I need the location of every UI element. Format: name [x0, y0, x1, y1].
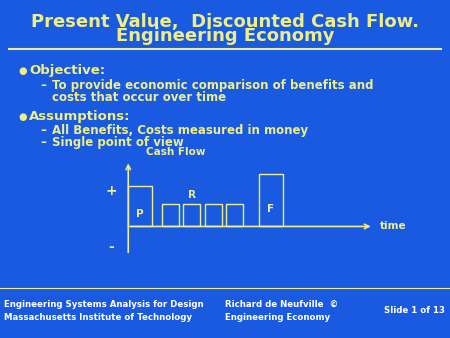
Bar: [128, 186, 152, 226]
Text: Engineering Economy: Engineering Economy: [225, 313, 330, 321]
Text: +: +: [105, 184, 117, 198]
Text: Slide 1 of 13: Slide 1 of 13: [384, 306, 446, 315]
Text: R: R: [188, 190, 196, 200]
Bar: [226, 204, 243, 226]
Text: Engineering Systems Analysis for Design: Engineering Systems Analysis for Design: [4, 300, 204, 309]
Bar: [162, 204, 179, 226]
Text: P: P: [136, 209, 144, 219]
Text: Richard de Neufville  ©: Richard de Neufville ©: [225, 300, 338, 309]
Text: costs that occur over time: costs that occur over time: [52, 91, 226, 104]
Text: time: time: [380, 221, 407, 232]
Text: To provide economic comparison of benefits and: To provide economic comparison of benefi…: [52, 79, 373, 92]
Text: Engineering Economy: Engineering Economy: [116, 27, 334, 45]
Bar: [183, 204, 200, 226]
Text: –: –: [40, 137, 46, 149]
Text: Objective:: Objective:: [29, 65, 105, 77]
Text: Assumptions:: Assumptions:: [29, 110, 131, 123]
Text: F: F: [267, 203, 274, 214]
Text: Present Value,  Discounted Cash Flow.: Present Value, Discounted Cash Flow.: [31, 13, 419, 31]
Text: ●: ●: [18, 112, 27, 122]
Bar: [259, 174, 283, 226]
Text: -: -: [108, 240, 114, 255]
Text: Single point of view: Single point of view: [52, 137, 184, 149]
Text: –: –: [40, 79, 46, 92]
Text: –: –: [40, 124, 46, 137]
Text: ●: ●: [18, 66, 27, 76]
Text: All Benefits, Costs measured in money: All Benefits, Costs measured in money: [52, 124, 308, 137]
Bar: [205, 204, 222, 226]
Text: Massachusetts Institute of Technology: Massachusetts Institute of Technology: [4, 313, 193, 321]
Text: Cash Flow: Cash Flow: [146, 147, 206, 157]
